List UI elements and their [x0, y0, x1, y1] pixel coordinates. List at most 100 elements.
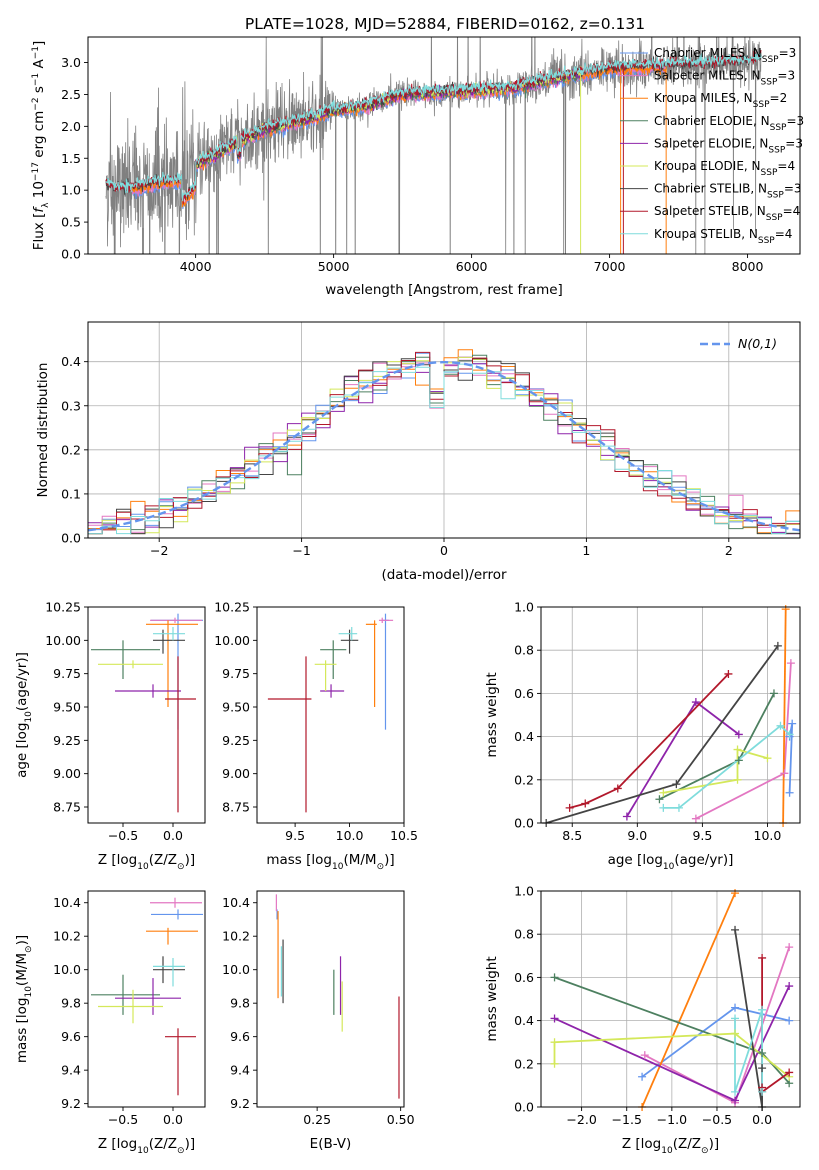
y-tick-label: 0.0 [61, 247, 81, 262]
x-tick-label: 0.50 [387, 1112, 415, 1127]
x-tick-label: 0.0 [163, 828, 183, 843]
x-tick-label: 2 [725, 543, 733, 558]
weight-point-kroupa-elodie [731, 1029, 740, 1038]
legend-entry-salpeter-elodie: Salpeter ELODIE, NSSP=3 [654, 136, 803, 155]
x-axis-label: age [log10(age/yr)] [608, 852, 734, 872]
x-tick-label: −1 [292, 543, 310, 558]
y-tick-label: 10.2 [53, 929, 81, 944]
weight-line-chabrier-stelib [545, 645, 779, 823]
errorbar-kroupa-miles [365, 620, 377, 707]
errorbar-salpeter-miles [150, 897, 202, 908]
errorbar-kroupa-stelib [153, 627, 185, 641]
axes-frame-age_vs_mass [256, 606, 405, 824]
legend-entry-kroupa-stelib: Kroupa STELIB, NSSP=4 [654, 227, 792, 246]
weight-point-kroupa-stelib [731, 1014, 740, 1023]
y-tick-label: 10.0 [222, 962, 250, 977]
x-tick-label: −0.5 [108, 828, 138, 843]
y-tick-label: 9.25 [53, 733, 81, 748]
weight-point-salpeter-stelib [613, 784, 622, 793]
y-tick-label: 0.6 [514, 686, 534, 701]
errorbar-kroupa-miles [146, 620, 198, 707]
errorbar-salpeter-miles [378, 617, 394, 623]
y-tick-label: 9.6 [61, 1029, 81, 1044]
weight-point-chabrier-stelib [731, 925, 740, 934]
errorbar-kroupa-elodie [98, 660, 163, 669]
histogram-kroupa-miles [88, 349, 800, 534]
weight-point-salpeter-stelib [758, 953, 767, 962]
y-tick-label: 9.2 [61, 1096, 81, 1111]
errorbar-chabrier-elodie [91, 974, 160, 1015]
weight-point-kroupa-stelib [731, 1087, 740, 1096]
errorbar-salpeter-miles [150, 617, 202, 623]
weight-point-kroupa-stelib [776, 721, 785, 730]
weight-point-salpeter-stelib [565, 803, 574, 812]
weight-line-salpeter-stelib [761, 958, 790, 1094]
x-tick-label: 4000 [180, 259, 212, 274]
x-tick-label: −0.5 [108, 1112, 138, 1127]
y-axis-label: mass [log10(M/M⊙)] [14, 935, 34, 1063]
y-tick-label: 0.4 [514, 1013, 534, 1028]
y-tick-label: 0.5 [61, 215, 81, 230]
weight-point-kroupa-elodie [659, 788, 668, 797]
weight-point-kroupa-miles [781, 605, 790, 614]
y-tick-label: 0.2 [514, 1056, 534, 1071]
errorbar-salpeter-elodie [115, 684, 181, 698]
errorbar-chabrier-elodie [91, 640, 160, 679]
y-tick-label: 0.0 [61, 531, 81, 546]
y-tick-label: 9.50 [53, 700, 81, 715]
weight-point-chabrier-miles [788, 719, 797, 728]
y-tick-label: 3.0 [61, 55, 81, 70]
legend-entry-chabrier-miles: Chabrier MILES, NSSP=3 [654, 46, 796, 65]
axes-frames-layer [84, 36, 801, 1111]
y-tick-label: 9.4 [61, 1063, 81, 1078]
y-tick-label: 0.3 [61, 398, 81, 413]
y-axis-label: Normed distribution [35, 363, 51, 498]
legend-entry-kroupa-miles: Kroupa MILES, NSSP=2 [654, 91, 787, 110]
y-tick-label: 8.75 [53, 800, 81, 815]
weight-point-kroupa-elodie [763, 754, 772, 763]
data-layer [87, 37, 801, 1111]
errorbar-chabrier-miles [151, 613, 203, 730]
weight-point-kroupa-elodie [733, 745, 742, 754]
errorbar-kroupa-stelib [338, 627, 358, 641]
x-tick-label: 0.0 [752, 1112, 772, 1127]
y-axis-label: mass weight [484, 672, 500, 757]
axes-frame-mass_vs_ebv [256, 890, 405, 1108]
y-tick-label: 10.2 [222, 929, 250, 944]
x-tick-label: −1.0 [657, 1112, 687, 1127]
axes-frame-spectrum [87, 36, 801, 255]
x-tick-label: 10.0 [336, 828, 364, 843]
y-tick-label: 0.0 [514, 1100, 534, 1115]
x-tick-label: 0.0 [163, 1112, 183, 1127]
weight-point-salpeter-stelib [785, 1068, 794, 1077]
weight-point-chabrier-stelib [672, 780, 681, 789]
y-axis-label: mass weight [484, 956, 500, 1041]
y-axis-label: age [log10(age/yr)] [14, 652, 34, 778]
weight-point-kroupa-elodie [733, 775, 742, 784]
x-tick-label: 10.0 [754, 828, 782, 843]
weight-line-salpeter-elodie [626, 700, 740, 817]
y-tick-label: 9.2 [230, 1096, 250, 1111]
y-tick-label: 8.75 [222, 800, 250, 815]
weight-point-salpeter-miles [786, 659, 795, 668]
weight-point-salpeter-elodie [731, 1096, 740, 1105]
weight-line-kroupa-miles [782, 609, 787, 823]
weight-point-kroupa-elodie [550, 1038, 559, 1047]
errorbar-salpeter-elodie [115, 978, 181, 1015]
weight-point-chabrier-elodie [758, 1049, 767, 1057]
gaussian-curve [87, 360, 801, 532]
weight-point-salpeter-miles [691, 814, 700, 823]
y-tick-label: 0.0 [514, 816, 534, 831]
weight-point-chabrier-elodie [550, 973, 559, 982]
weight-point-salpeter-elodie [785, 982, 794, 991]
y-tick-label: 0.6 [514, 970, 534, 985]
histogram-kroupa-stelib [88, 363, 800, 535]
weight-point-salpeter-elodie [734, 730, 743, 739]
weight-point-salpeter-stelib [581, 799, 590, 808]
weight-point-chabrier-miles [785, 1016, 794, 1025]
errorbar-kroupa-elodie [314, 660, 337, 691]
weight-line-kroupa-miles [641, 892, 736, 1107]
x-axis-label: wavelength [Angstrom, rest frame] [325, 282, 563, 298]
x-tick-label: 9.5 [692, 828, 712, 843]
weight-point-chabrier-miles [638, 1072, 647, 1081]
